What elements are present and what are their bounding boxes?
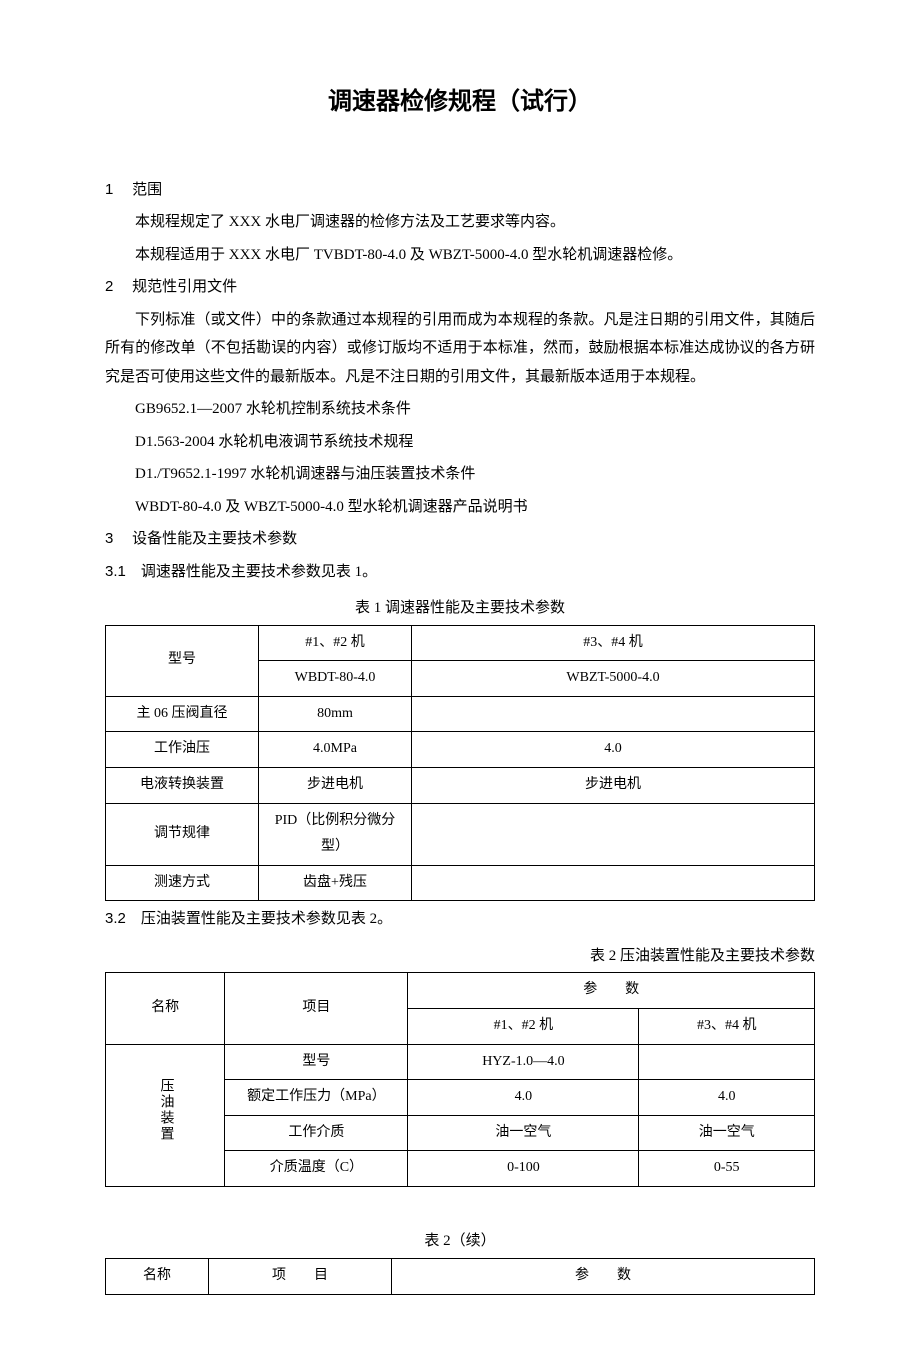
cell xyxy=(412,696,815,732)
section-3-head: 3 设备性能及主要技术参数 xyxy=(105,525,815,554)
cell: 主 06 压阀直径 xyxy=(106,696,259,732)
cell: 型号 xyxy=(225,1044,408,1080)
table-row: 名称 项 目 参 数 xyxy=(106,1258,815,1294)
table2-head-name: 名称 xyxy=(106,973,225,1044)
cell: 0-100 xyxy=(408,1151,639,1187)
cell: 步进电机 xyxy=(259,767,412,803)
cell: 油一空气 xyxy=(639,1115,815,1151)
section-1-head: 1 范围 xyxy=(105,176,815,205)
table3-head-param: 参 数 xyxy=(392,1258,815,1294)
cell: 80mm xyxy=(259,696,412,732)
section-3-num: 3 xyxy=(105,530,113,547)
section-3-label: 设备性能及主要技术参数 xyxy=(132,531,297,547)
para-3: 下列标准（或文件）中的条款通过本规程的引用而成为本规程的条款。凡是注日期的引用文… xyxy=(105,306,815,392)
cell: 额定工作压力（MPa） xyxy=(225,1080,408,1116)
cell: 工作介质 xyxy=(225,1115,408,1151)
cell: 4.0MPa xyxy=(259,732,412,768)
table-row: 压油装置 型号 HYZ-1.0—4.0 xyxy=(106,1044,815,1080)
table2-caption: 表 2 压油装置性能及主要技术参数 xyxy=(105,942,815,971)
table3-caption: 表 2（续） xyxy=(105,1227,815,1256)
table-row: 名称 项目 参 数 xyxy=(106,973,815,1009)
cell xyxy=(412,865,815,901)
cell: 工作油压 xyxy=(106,732,259,768)
cell: 4.0 xyxy=(639,1080,815,1116)
cell xyxy=(412,803,815,865)
table2-head-item: 项目 xyxy=(225,973,408,1044)
para-2: 本规程适用于 XXX 水电厂 TVBDT-80-4.0 及 WBZT-5000-… xyxy=(105,241,815,270)
ref-1: GB9652.1—2007 水轮机控制系统技术条件 xyxy=(105,395,815,424)
section-3-2: 3.2 压油装置性能及主要技术参数见表 2。 xyxy=(105,905,815,934)
table2-head-m34: #3、#4 机 xyxy=(639,1008,815,1044)
para-1: 本规程规定了 XXX 水电厂调速器的检修方法及工艺要求等内容。 xyxy=(105,208,815,237)
table2-head-m12: #1、#2 机 xyxy=(408,1008,639,1044)
ref-4: WBDT-80-4.0 及 WBZT-5000-4.0 型水轮机调速器产品说明书 xyxy=(105,493,815,522)
cell: 介质温度（C） xyxy=(225,1151,408,1187)
table-row: 型号 #1、#2 机 #3、#4 机 xyxy=(106,625,815,661)
table1-head-m34: #3、#4 机 xyxy=(412,625,815,661)
table-row: 主 06 压阀直径 80mm xyxy=(106,696,815,732)
cell: 测速方式 xyxy=(106,865,259,901)
table-3: 名称 项 目 参 数 xyxy=(105,1258,815,1295)
cell: 4.0 xyxy=(412,732,815,768)
table1-head-m12: #1、#2 机 xyxy=(259,625,412,661)
ref-3: D1./T9652.1-1997 水轮机调速器与油压装置技术条件 xyxy=(105,460,815,489)
section-3-1: 3.1 调速器性能及主要技术参数见表 1。 xyxy=(105,558,815,587)
table-row: 工作油压 4.0MPa 4.0 xyxy=(106,732,815,768)
table2-group-label: 压油装置 xyxy=(152,1078,179,1142)
table1-caption: 表 1 调速器性能及主要技术参数 xyxy=(105,594,815,623)
cell: HYZ-1.0—4.0 xyxy=(408,1044,639,1080)
table-row: 测速方式 齿盘+残压 xyxy=(106,865,815,901)
table-row: 电液转换装置 步进电机 步进电机 xyxy=(106,767,815,803)
table1-head-model: 型号 xyxy=(106,625,259,696)
table3-head-item: 项 目 xyxy=(209,1258,392,1294)
table1-v12: WBDT-80-4.0 xyxy=(259,661,412,697)
table-2: 名称 项目 参 数 #1、#2 机 #3、#4 机 压油装置 型号 HYZ-1.… xyxy=(105,972,815,1187)
cell: 油一空气 xyxy=(408,1115,639,1151)
table3-head-name: 名称 xyxy=(106,1258,209,1294)
table-row: 调节规律 PID（比例积分微分型） xyxy=(106,803,815,865)
cell: 调节规律 xyxy=(106,803,259,865)
section-1-label: 范围 xyxy=(132,182,162,198)
section-2-head: 2 规范性引用文件 xyxy=(105,273,815,302)
section-3-2-num: 3.2 xyxy=(105,910,126,927)
section-3-2-text: 压油装置性能及主要技术参数见表 2。 xyxy=(141,911,392,927)
cell: 齿盘+残压 xyxy=(259,865,412,901)
section-3-1-num: 3.1 xyxy=(105,563,126,580)
table2-group: 压油装置 xyxy=(106,1044,225,1186)
section-2-label: 规范性引用文件 xyxy=(132,279,237,295)
section-1-num: 1 xyxy=(105,181,113,198)
table1-v34: WBZT-5000-4.0 xyxy=(412,661,815,697)
section-3-1-text: 调速器性能及主要技术参数见表 1。 xyxy=(141,564,377,580)
table-1: 型号 #1、#2 机 #3、#4 机 WBDT-80-4.0 WBZT-5000… xyxy=(105,625,815,902)
page-title: 调速器检修规程（试行） xyxy=(105,80,815,126)
table2-head-param: 参 数 xyxy=(408,973,815,1009)
section-2-num: 2 xyxy=(105,278,113,295)
cell: 电液转换装置 xyxy=(106,767,259,803)
ref-2: D1.563-2004 水轮机电液调节系统技术规程 xyxy=(105,428,815,457)
cell xyxy=(639,1044,815,1080)
cell: PID（比例积分微分型） xyxy=(259,803,412,865)
cell: 0-55 xyxy=(639,1151,815,1187)
cell: 4.0 xyxy=(408,1080,639,1116)
cell: 步进电机 xyxy=(412,767,815,803)
